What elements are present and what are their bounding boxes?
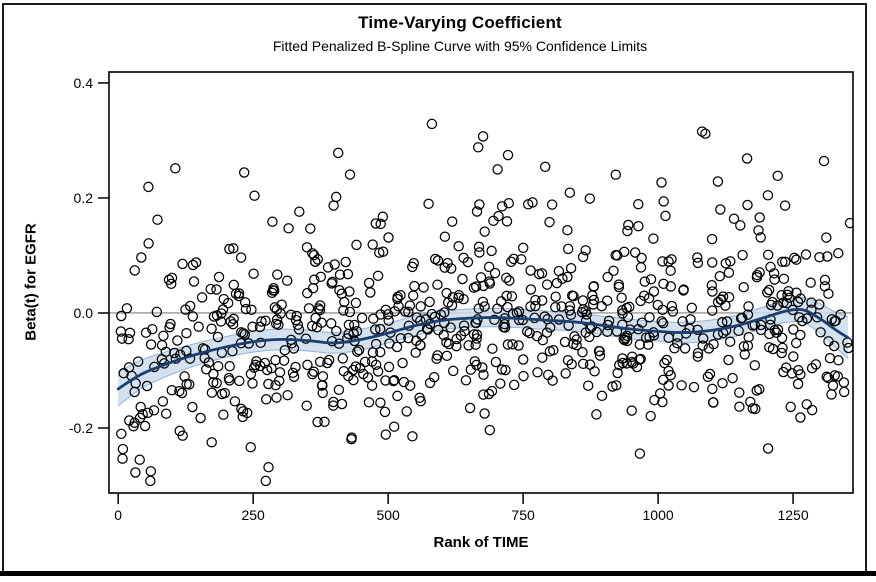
chart-subtitle: Fitted Penalized B-Spline Curve with 95%… <box>272 38 648 54</box>
plot-border <box>108 71 854 494</box>
y-tick-label: -0.2 <box>69 420 93 436</box>
spline-curve <box>116 307 850 391</box>
x-tick-label: 0 <box>114 507 122 523</box>
axis-tick-labels: -0.2 0.0 0.2 0.4 0 250 500 750 1000 1250 <box>69 75 809 523</box>
y-tick-label: 0.2 <box>74 190 94 206</box>
x-tick-label: 500 <box>376 507 400 523</box>
y-axis-label: Beta(t) for EGFR <box>22 223 40 341</box>
x-tick-label: 1000 <box>643 507 674 523</box>
outer-frame-bottom-bar <box>0 571 876 576</box>
y-tick-label: 0.0 <box>74 305 94 321</box>
x-tick-label: 250 <box>241 507 265 523</box>
x-tick-label: 1250 <box>777 507 808 523</box>
y-tick-label: 0.4 <box>74 75 94 91</box>
chart-title: Time-Varying Coefficient <box>358 13 562 32</box>
x-tick-label: 750 <box>511 507 535 523</box>
confidence-band-lower-edge <box>117 320 849 406</box>
x-axis-label: Rank of TIME <box>433 534 529 551</box>
axis-ticks <box>98 82 794 504</box>
